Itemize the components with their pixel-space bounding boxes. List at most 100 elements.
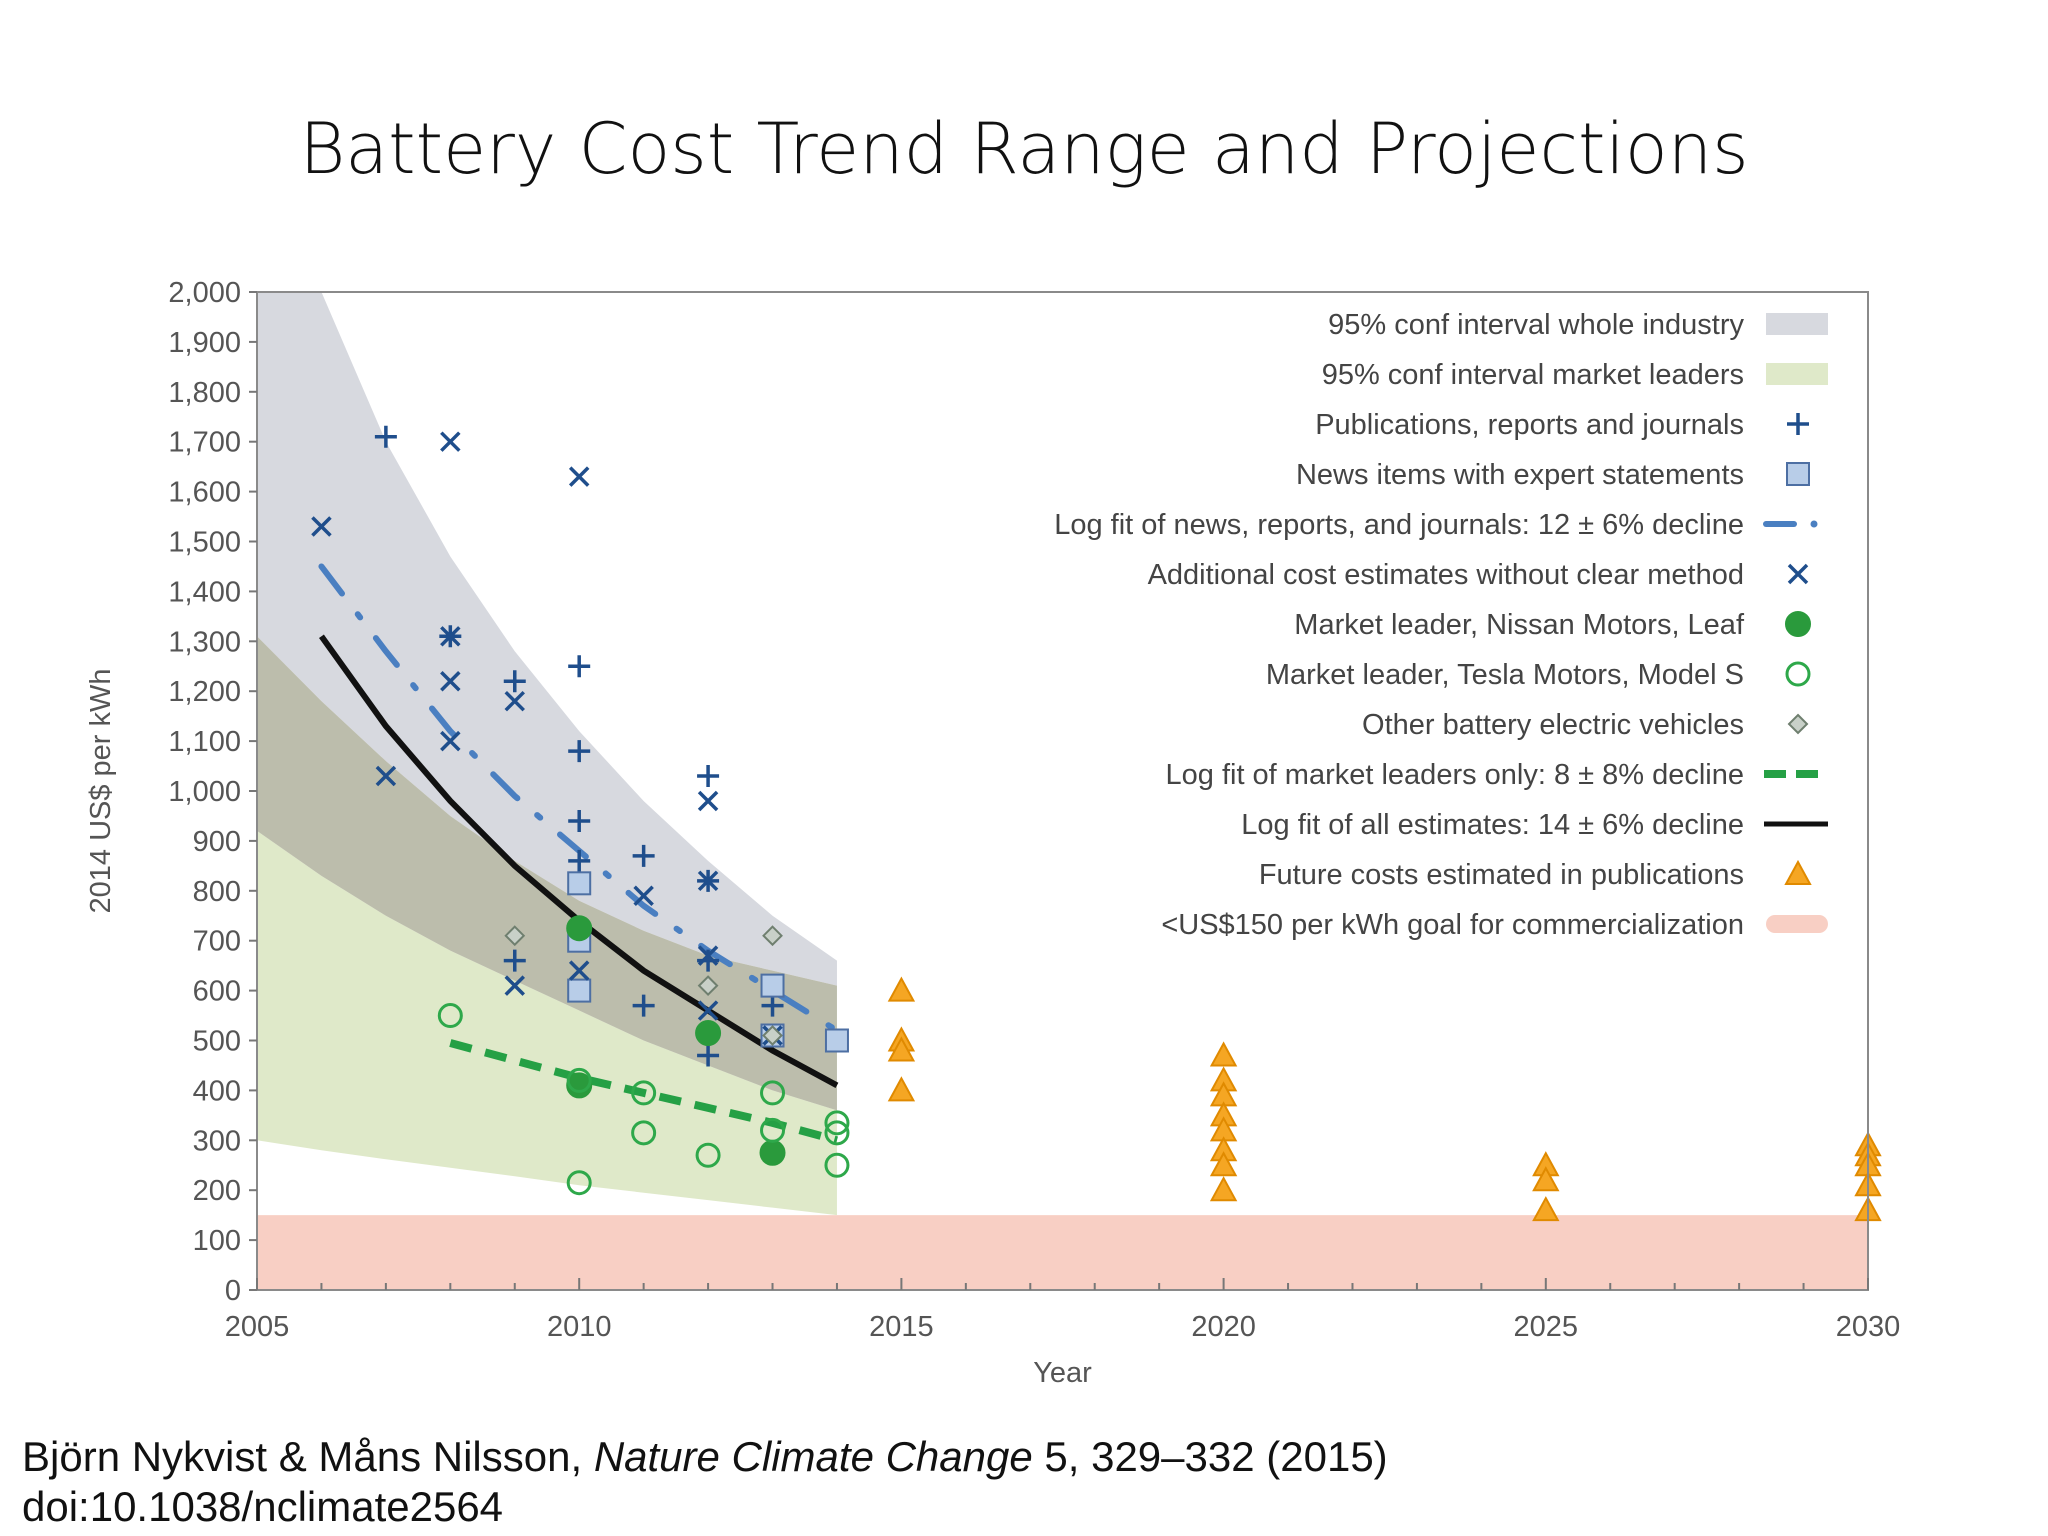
- legend-square-marker: [1786, 462, 1810, 486]
- x-tick-label: 2030: [1836, 1311, 1901, 1343]
- slide-title: Battery Cost Trend Range and Projections: [299, 108, 1749, 190]
- cross-marker-stroke: [633, 885, 654, 907]
- triangle-marker-shape: [1209, 1176, 1238, 1202]
- legend-label: <US$150 per kWh goal for commercializati…: [1161, 909, 1744, 941]
- cross-point: [504, 690, 525, 712]
- filled-circle-point: [759, 1139, 786, 1166]
- y-tick-label: 1,200: [168, 676, 241, 708]
- filled-circle-shape: [759, 1139, 786, 1166]
- legend-label: Market leader, Nissan Motors, Leaf: [1294, 609, 1745, 641]
- triangle-marker-shape: [1209, 1151, 1238, 1177]
- cross-point: [697, 945, 719, 966]
- open-circle-shape: [760, 1117, 786, 1143]
- confidence-bands: [257, 292, 837, 1216]
- cross-marker-stroke: [440, 626, 461, 647]
- x-tick-label: 2025: [1514, 1311, 1579, 1343]
- diamond-marker-shape: [504, 925, 526, 947]
- cross-point: [697, 790, 719, 812]
- legend-label: Market leader, Tesla Motors, Model S: [1266, 659, 1744, 691]
- cross-marker-stroke: [568, 960, 590, 981]
- open-circle-shape: [695, 1142, 721, 1168]
- open-circle-shape: [824, 1110, 850, 1136]
- open-circle-shape: [1785, 661, 1811, 687]
- legend-label: Log fit of news, reports, and journals: …: [1054, 509, 1744, 541]
- diamond-marker-shape: [762, 1025, 783, 1046]
- plus-marker-stroke: [761, 994, 784, 1017]
- cross-marker-stroke: [375, 765, 397, 787]
- x-tick-label: 2010: [547, 1311, 612, 1343]
- cross-marker-stroke: [697, 790, 719, 812]
- y-tick-label: 900: [193, 826, 241, 858]
- legend-swatch-industry: [1766, 313, 1828, 335]
- x-tick-label: 2005: [225, 1311, 290, 1343]
- open-circle-shape: [631, 1080, 657, 1106]
- y-tick-label: 500: [193, 1026, 241, 1058]
- goal-band: [257, 1215, 1868, 1290]
- plus-marker-stroke: [568, 809, 591, 832]
- square-point: [567, 871, 592, 896]
- y-tick-label: 300: [193, 1125, 241, 1157]
- cross-point: [504, 975, 525, 996]
- cross-point: [375, 765, 397, 787]
- triangle-point: [887, 1036, 916, 1062]
- filled-circle-point: [566, 915, 593, 942]
- legend-label: Log fit of all estimates: 14 ± 6% declin…: [1241, 809, 1744, 841]
- legend-cross-marker: [1787, 563, 1809, 585]
- square-marker-shape: [567, 871, 592, 896]
- square-point: [824, 1028, 849, 1053]
- open-circle-point: [760, 1117, 786, 1143]
- legend-triangle-marker: [1784, 859, 1812, 885]
- filled-circle-shape: [1785, 611, 1811, 637]
- plus-marker-stroke: [503, 670, 526, 693]
- open-circle-point: [437, 1003, 463, 1029]
- cross-marker-stroke: [504, 690, 525, 712]
- plus-point: [697, 1044, 720, 1067]
- legend: 95% conf interval whole industry 95% conf…: [1054, 309, 1828, 941]
- legend-label: Additional cost estimates without clear …: [1148, 559, 1744, 591]
- y-tick-label: 1,400: [168, 576, 241, 608]
- triangle-point: [1209, 1176, 1238, 1202]
- plus-point: [761, 994, 784, 1017]
- triangle-point: [1532, 1166, 1560, 1192]
- y-tick-label: 1,600: [168, 477, 241, 509]
- legend-filled-circle-marker: [1785, 611, 1811, 637]
- plus-marker-stroke: [568, 849, 591, 872]
- cross-marker-stroke: [504, 975, 525, 996]
- plus-point: [374, 425, 397, 448]
- square-marker-shape: [1786, 462, 1810, 486]
- triangle-point: [887, 1076, 916, 1102]
- legend-diamond-marker: [1787, 713, 1809, 735]
- diamond-point: [697, 975, 719, 997]
- cross-point: [697, 870, 719, 892]
- plus-marker-stroke: [568, 655, 591, 678]
- cross-point: [440, 730, 461, 752]
- cross-point: [311, 516, 332, 537]
- diamond-point: [504, 925, 526, 947]
- cross-point: [568, 960, 590, 981]
- citation-line-1: Björn Nykvist & Måns Nilsson, Nature Cli…: [22, 1432, 1388, 1482]
- plus-point: [568, 655, 591, 678]
- triangle-marker-shape: [887, 976, 916, 1002]
- plus-marker-stroke: [632, 994, 655, 1017]
- y-tick-label: 700: [193, 926, 241, 958]
- y-tick-label: 1,300: [168, 626, 241, 658]
- triangle-marker-shape: [1532, 1196, 1560, 1222]
- legend-label: News items with expert statements: [1296, 459, 1744, 491]
- legend-dashdot-dot: [1810, 520, 1818, 528]
- plus-marker-stroke: [568, 740, 591, 763]
- x-tick-label: 2015: [869, 1311, 934, 1343]
- legend-label: Future costs estimated in publications: [1259, 859, 1744, 891]
- legend-label: Other battery electric vehicles: [1362, 709, 1744, 741]
- band-leaders: [257, 830, 837, 1216]
- y-axis-label: 2014 US$ per kWh: [85, 668, 117, 913]
- plus-point: [503, 670, 526, 693]
- plus-point: [503, 949, 526, 972]
- y-tick-label: 1,000: [168, 776, 241, 808]
- cross-marker-stroke: [697, 870, 719, 892]
- fit-line-dashed: [449, 1039, 839, 1145]
- plus-point: [697, 765, 720, 788]
- cross-point: [440, 626, 461, 647]
- plus-marker-stroke: [374, 425, 397, 448]
- cross-point: [568, 466, 590, 487]
- band-overlap: [257, 636, 837, 1111]
